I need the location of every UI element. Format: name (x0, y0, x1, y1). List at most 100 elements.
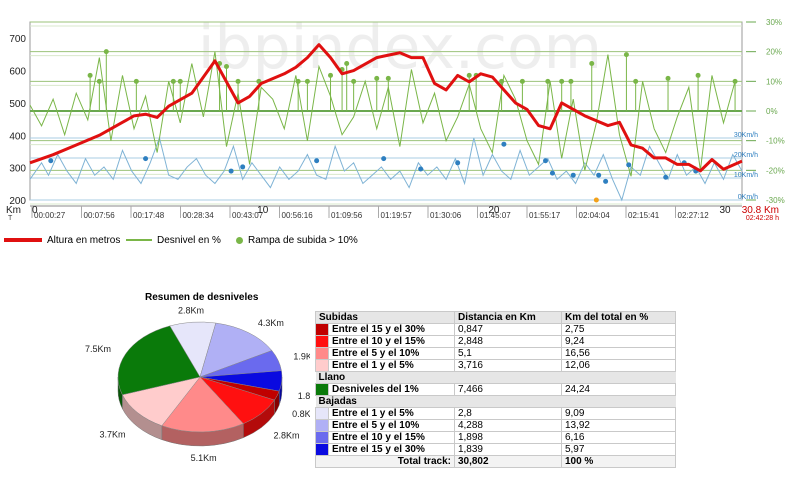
series-altura (29, 43, 743, 173)
section-row: Llano (315, 371, 676, 384)
swatch-cell (315, 419, 329, 432)
row-label: Entre el 5 y el 10% (328, 419, 455, 432)
total-label: Total track: (315, 455, 455, 468)
total-row: Total track: 30,802 100 % (315, 455, 677, 468)
swatch-cell (315, 407, 329, 420)
row-label: Entre el 1 y el 5% (328, 359, 455, 372)
right-tick-label: 0% (766, 107, 778, 116)
time-tick-label: 02:27:12 (678, 211, 710, 220)
table-row: Entre el 1 y el 5% 3,716 12,06 (315, 359, 677, 372)
row-label: Entre el 1 y el 5% (328, 407, 455, 420)
legend-label-altura: Altura en metros (47, 234, 121, 246)
rampa-point (133, 78, 139, 84)
rampa-point (519, 78, 525, 84)
time-tick-label: 01:19:57 (381, 211, 413, 220)
rampa-point (695, 72, 701, 78)
time-tick-label: 01:09:56 (331, 211, 363, 220)
speed-marker (663, 174, 669, 180)
rampa-point (344, 61, 350, 67)
rampa-point (665, 75, 671, 81)
color-swatch (316, 444, 328, 455)
pie-slice (199, 322, 273, 378)
pie-slice-label: 2.8Km (178, 305, 204, 315)
rampa-point (499, 78, 505, 84)
row-distance: 4,288 (453, 419, 562, 432)
table-header-row: Subidas Distancia en Km Km del total en % (315, 311, 677, 324)
chart-legend: Altura en metros Desnivel en % Rampa de … (4, 232, 424, 248)
table-row: Entre el 5 y el 10% 4,288 13,92 (315, 419, 677, 432)
rampa-point (96, 78, 102, 84)
speed-tick-label: 0Km/h (738, 194, 758, 201)
rampa-point (103, 49, 109, 55)
time-tick-label: 00:07:56 (84, 211, 116, 220)
pie-slice-label: 1.8Km (298, 391, 310, 401)
pie-slice-label: 7.5Km (85, 344, 111, 354)
time-tick-label: 00:56:16 (282, 211, 314, 220)
speed-marker (418, 166, 424, 172)
x-tick-label: 20 (488, 205, 500, 216)
right-tick-label: 10% (766, 77, 782, 86)
color-swatch (316, 360, 328, 371)
time-tick-label: 01:30:06 (430, 211, 462, 220)
swatch-cell (315, 359, 329, 372)
row-percent: 24,24 (560, 383, 677, 396)
color-swatch (316, 432, 328, 443)
row-distance: 1,898 (453, 431, 562, 444)
pie-slice-label: 4.3Km (258, 318, 284, 328)
speed-marker (381, 156, 387, 162)
row-distance: 2,848 (453, 335, 562, 348)
speed-tick-label: 20Km/h (734, 152, 758, 159)
right-tick-label: -20% (766, 166, 785, 175)
color-swatch (316, 348, 328, 359)
row-percent: 5,97 (560, 443, 677, 456)
header-porcentaje: Km del total en % (560, 311, 677, 324)
section-bajadas: Bajadas (315, 395, 676, 408)
time-prefix: T (8, 215, 13, 222)
speed-marker (543, 158, 549, 164)
left-tick-label: 700 (9, 34, 26, 45)
rampa-point (732, 78, 738, 84)
speed-marker (626, 162, 632, 168)
section-llano: Llano (315, 371, 676, 384)
speed-marker (143, 156, 149, 162)
pie-slice (117, 325, 201, 396)
row-distance: 0,847 (453, 323, 562, 336)
time-tick-label: 00:28:34 (183, 211, 215, 220)
legend-label-desnivel: Desnivel en % (157, 234, 221, 246)
header-subidas: Subidas (315, 311, 455, 324)
rampa-point (589, 61, 595, 67)
series-velocidad (29, 136, 743, 202)
pie-slice-label: 1.9Km (293, 352, 310, 362)
x-tick-label: 0 (32, 205, 38, 216)
header-distancia: Distancia en Km (453, 311, 562, 324)
row-label: Entre el 15 y el 30% (328, 323, 455, 336)
swatch-cell (315, 347, 329, 360)
color-swatch (316, 324, 328, 335)
row-percent: 6,16 (560, 431, 677, 444)
rampa-point (170, 78, 176, 84)
legend-item-rampa: Rampa de subida > 10% (236, 232, 358, 248)
rampa-point (295, 78, 301, 84)
table-row: Entre el 5 y el 10% 5,1 16,56 (315, 347, 677, 360)
swatch-cell (315, 323, 329, 336)
left-tick-label: 500 (9, 99, 26, 110)
table-row: Desniveles del 1% 7,466 24,24 (315, 383, 677, 396)
swatch-cell (315, 443, 329, 456)
rampa-point (633, 78, 639, 84)
table-row: Entre el 10 y el 15% 2,848 9,24 (315, 335, 677, 348)
right-tick-label: 30% (766, 18, 782, 27)
speed-marker (314, 158, 320, 164)
speed-marker (570, 172, 576, 178)
left-tick-label: 200 (9, 196, 26, 207)
legend-swatch-altura (4, 238, 42, 242)
rampa-point (545, 78, 551, 84)
pie-slice-label: 3.7Km (100, 430, 126, 440)
swatch-cell (315, 383, 329, 396)
rampa-point (223, 64, 229, 69)
speed-tick-label: 10Km/h (734, 172, 758, 179)
rampa-point (177, 78, 183, 84)
time-tick-label: 01:55:17 (529, 211, 561, 220)
rampa-point (328, 72, 334, 78)
rampa-point (385, 75, 391, 81)
speed-marker (455, 160, 461, 166)
